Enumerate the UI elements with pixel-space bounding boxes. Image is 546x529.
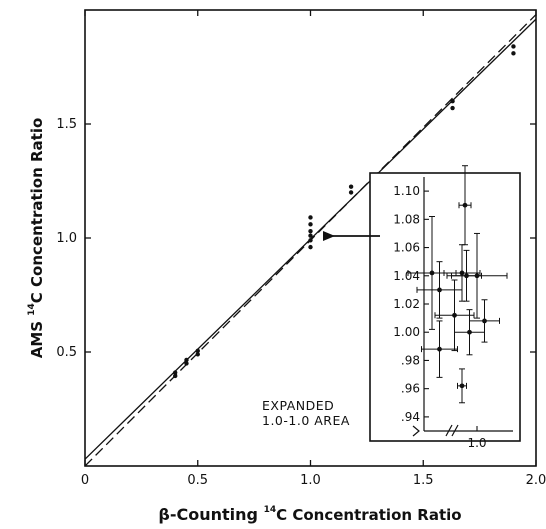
inset-x-tick-label: 1.0 — [467, 436, 486, 450]
x-tick-label: 1.0 — [300, 473, 321, 488]
inset-y-tick-label: .94 — [401, 410, 420, 424]
x-tick-label: 0.5 — [187, 473, 208, 488]
inset-y-tick-label: .98 — [401, 353, 420, 367]
inset-data-point — [434, 279, 475, 352]
data-point — [450, 105, 455, 111]
data-point — [348, 190, 354, 195]
data-point — [195, 352, 200, 357]
data-point — [308, 222, 313, 227]
axis-break-marks — [412, 424, 459, 437]
inset-y-tick-label: .96 — [401, 382, 420, 396]
main-data-points — [173, 44, 516, 379]
inset-point-marker — [452, 312, 457, 318]
data-point — [511, 44, 516, 49]
inset-frame — [369, 172, 521, 442]
data-point — [308, 228, 313, 234]
inset-ticks: .94 .96 .98 1.00 1.02 1.04 1.06 1.08 1.10 — [393, 184, 478, 431]
inset-point-marker — [437, 346, 442, 352]
inset-point-marker — [462, 202, 468, 208]
inset-data-point — [458, 165, 472, 246]
data-point — [184, 357, 189, 363]
data-point — [308, 244, 313, 250]
annotation-line-1: EXPANDED — [262, 398, 334, 413]
x-tick-label: 2.0 — [526, 473, 546, 488]
inset-y-tick-label: 1.10 — [393, 184, 420, 198]
inset-y-tick-label: 1.06 — [393, 241, 420, 255]
inset-y-tick-label: 1.00 — [393, 325, 420, 339]
data-point — [173, 373, 178, 379]
x-tick-label: 1.5 — [413, 473, 434, 488]
inset-point-marker — [429, 270, 435, 276]
inset-data-point — [457, 368, 467, 404]
data-point — [450, 99, 455, 104]
inset-point-marker — [459, 270, 465, 276]
inset: .94 .96 .98 1.00 1.02 1.04 1.06 1.08 1.10 1.0 — [369, 165, 521, 450]
x-tick-label: 0 — [81, 473, 89, 488]
main-axis-ticks: 0 0.5 1.0 1.5 2.0 0.5 1.0 1.5 — [56, 10, 546, 488]
data-point — [308, 233, 313, 238]
inset-data-point — [454, 309, 485, 356]
inset-y-tick-label: 1.04 — [393, 269, 420, 283]
inset-point-marker — [474, 273, 480, 279]
data-point — [308, 238, 313, 243]
inset-data-point — [446, 232, 508, 319]
inset-point-marker — [459, 383, 465, 389]
inset-annotation: EXPANDED 1.0-1.0 AREA — [262, 398, 350, 428]
y-tick-label: 0.5 — [56, 345, 77, 360]
inset-data-point — [407, 216, 457, 330]
data-point — [173, 370, 178, 375]
data-point — [348, 184, 354, 189]
annotation-line-2: 1.0-1.0 AREA — [262, 413, 350, 428]
y-tick-label: 1.5 — [56, 117, 77, 132]
inset-point-marker — [467, 329, 472, 335]
data-point — [511, 51, 516, 56]
y-tick-label: 1.0 — [56, 231, 77, 246]
inset-data-point — [421, 320, 458, 378]
data-point — [184, 361, 189, 366]
x-axis-label: β-Counting 14C Concentration Ratio — [158, 505, 461, 524]
inset-point-marker — [437, 287, 442, 293]
data-point — [195, 348, 200, 354]
data-point — [308, 215, 313, 220]
inset-data-points — [407, 165, 508, 404]
inset-y-tick-label: 1.02 — [393, 297, 420, 311]
inset-y-tick-label: 1.08 — [393, 212, 420, 226]
y-axis-label: AMS 14C Concentration Ratio — [27, 118, 46, 359]
inset-point-marker — [482, 318, 487, 324]
inset-data-point — [469, 299, 500, 343]
